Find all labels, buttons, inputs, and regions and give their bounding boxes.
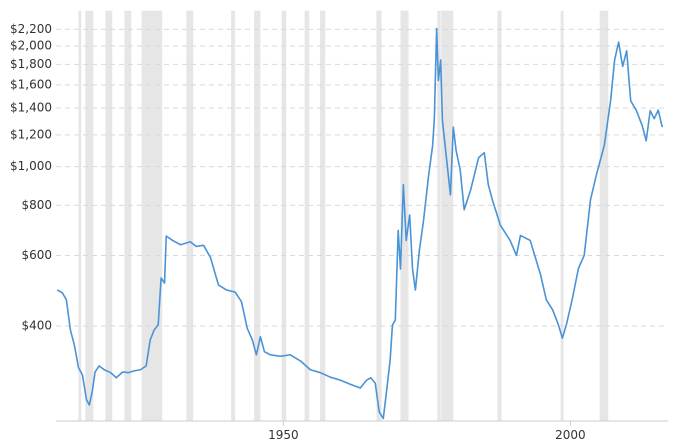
- shaded-range: [78, 10, 82, 422]
- y-tick-label: $1,200: [10, 127, 52, 141]
- shaded-range: [376, 10, 382, 422]
- shaded-range: [441, 10, 454, 422]
- y-tick-label: $1,400: [10, 101, 52, 115]
- shaded-range: [254, 10, 261, 422]
- y-tick-label: $800: [21, 198, 52, 212]
- shaded-range: [231, 10, 236, 422]
- shaded-range: [105, 10, 113, 422]
- y-tick-label: $1,000: [10, 159, 52, 173]
- shaded-range: [437, 10, 441, 422]
- shaded-range: [141, 10, 163, 422]
- shaded-range: [497, 10, 502, 422]
- y-tick-label: $1,800: [10, 57, 52, 71]
- shaded-range: [281, 10, 287, 422]
- line-series: [56, 27, 664, 420]
- shaded-range: [85, 10, 94, 422]
- shaded-range: [599, 10, 609, 422]
- x-tick-label: 2000: [555, 428, 586, 442]
- shaded-range: [304, 10, 310, 422]
- y-tick-label: $600: [21, 248, 52, 262]
- y-tick-label: $2,200: [10, 22, 52, 36]
- shaded-range: [320, 10, 326, 422]
- y-tick-label: $1,600: [10, 77, 52, 91]
- shaded-range: [186, 10, 194, 422]
- x-tick-label: 1950: [268, 428, 299, 442]
- shaded-range: [560, 10, 564, 422]
- shaded-range: [124, 10, 132, 422]
- y-tick-label: $400: [21, 318, 52, 332]
- y-tick-label: $2,000: [10, 39, 52, 53]
